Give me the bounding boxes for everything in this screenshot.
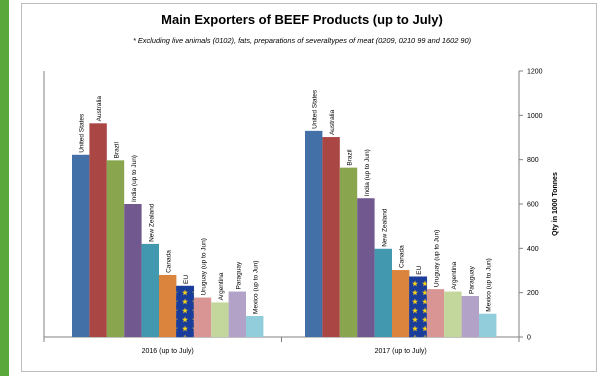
x-category-label: 2017 (up to July) (375, 348, 427, 355)
y-tick-label: 1200 (527, 69, 543, 76)
bar-united-states (72, 154, 90, 337)
bar-label-canada: Canada (399, 245, 406, 268)
bar-uruguay-up-to-jun (193, 297, 212, 337)
bar-united-states (305, 130, 323, 337)
bar-label-canada: Canada (166, 250, 173, 273)
chart-subtitle: * Excluding live animals (0102), fats, p… (132, 36, 472, 45)
y-tick-label: 0 (527, 335, 531, 342)
bar-india-up-to-jun (357, 198, 375, 337)
y-tick-label: 1000 (527, 113, 543, 120)
bar-label-uruguay-up-to-jun: Uruguay (up to Jun) (201, 238, 208, 295)
bar-label-uruguay-up-to-jun: Uruguay (up to Jun) (434, 230, 441, 287)
bar-label-india-up-to-jun: India (up to Jun) (364, 149, 371, 196)
bar-label-argentina: Argentina (218, 272, 225, 300)
bar-argentina (444, 291, 462, 337)
bar-label-new-zealand: New Zealand (381, 208, 388, 247)
bar-label-paraguay: Paraguay (235, 261, 242, 290)
bar-canada (159, 274, 177, 337)
chart-title: Main Exporters of BEEF Products (up to J… (161, 12, 443, 27)
bar-label-united-states: United States (312, 89, 319, 129)
y-axis-label: Qty in 1000 Tonnes (552, 172, 559, 236)
bar-label-new-zealand: New Zealand (148, 203, 155, 242)
bar-label-india-up-to-jun: India (up to Jun) (131, 155, 138, 202)
bar-eu (176, 286, 194, 337)
x-category-label: 2016 (up to July) (142, 348, 194, 355)
y-tick-label: 800 (527, 157, 539, 164)
bar-label-brazil: Brazil (347, 149, 354, 166)
y-tick-label: 600 (527, 202, 539, 209)
bar-argentina (211, 302, 229, 337)
bar-outline-eu (176, 285, 195, 338)
bar-paraguay (461, 295, 479, 337)
bar-mexico-up-to-jun (246, 315, 264, 337)
bar-label-australia: Australia (96, 96, 103, 122)
bar-australia (89, 123, 107, 338)
green-side-edge (0, 0, 9, 376)
bar-paraguay (228, 291, 246, 337)
bar-australia (322, 137, 340, 337)
bar-label-australia: Australia (329, 109, 336, 135)
bar-brazil (339, 167, 358, 337)
bar-new-zealand (141, 243, 159, 337)
bar-label-mexico-up-to-jun: Mexico (up to Jun) (486, 258, 493, 311)
bar-label-brazil: Brazil (114, 142, 121, 159)
bar-canada (392, 270, 410, 337)
bar-label-mexico-up-to-jun: Mexico (up to Jun) (253, 260, 260, 313)
bar-mexico-up-to-jun (479, 313, 497, 337)
bar-label-eu: EU (416, 265, 423, 274)
bar-eu (409, 276, 427, 337)
bar-label-paraguay: Paraguay (468, 265, 475, 294)
bar-new-zealand (374, 248, 392, 337)
bar-label-eu: EU (183, 275, 190, 284)
y-tick-label: 400 (527, 246, 539, 253)
bar-uruguay-up-to-jun (426, 289, 445, 337)
y-tick-label: 200 (527, 290, 539, 297)
bar-india-up-to-jun (124, 204, 142, 337)
bar-label-argentina: Argentina (451, 261, 458, 289)
bar-brazil (106, 160, 125, 337)
bar-label-united-states: United States (79, 113, 86, 153)
